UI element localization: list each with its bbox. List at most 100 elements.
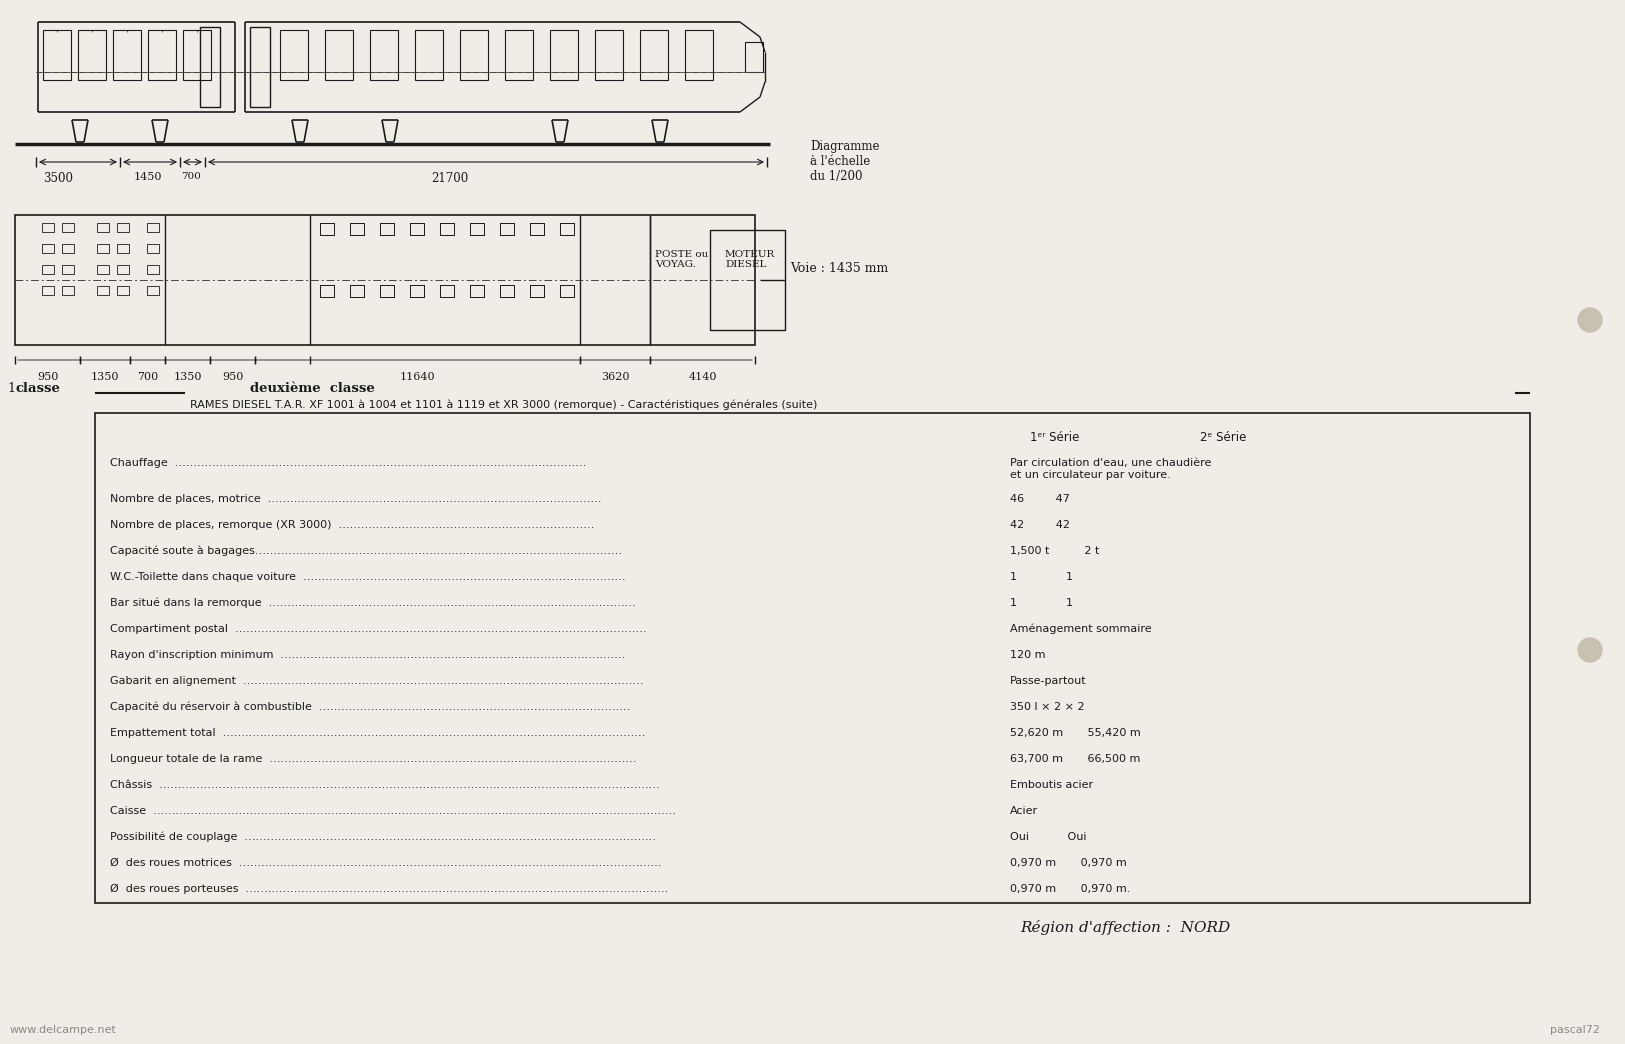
Bar [320,223,335,235]
Bar [410,223,424,235]
Bar [410,285,424,296]
Text: W.C.-Toilette dans chaque voiture  ……………………………………………………………………………: W.C.-Toilette dans chaque voiture ………………… [111,572,626,582]
Circle shape [1578,638,1602,662]
Text: 950: 950 [221,372,244,382]
Bar [380,223,393,235]
Text: Région d'affection :  NORD: Région d'affection : NORD [1020,920,1230,935]
Bar [320,285,335,296]
Text: 1: 1 [6,382,15,395]
Bar [530,285,544,296]
Text: 63,700 m       66,500 m: 63,700 m 66,500 m [1011,754,1141,764]
Bar [349,223,364,235]
Text: 1,500 t          2 t: 1,500 t 2 t [1011,546,1100,556]
Bar [561,223,574,235]
Bar [500,223,514,235]
Bar [500,285,514,296]
Bar [505,30,533,80]
Bar [78,30,106,80]
Bar [470,223,484,235]
Text: 1              1: 1 1 [1011,572,1072,582]
Text: Possibilité de couplage  …………………………………………………………………………………………………: Possibilité de couplage …………………………………………… [111,832,656,843]
Text: 0,970 m       0,970 m: 0,970 m 0,970 m [1011,858,1126,868]
Bar [349,285,364,296]
Bar [410,285,424,296]
Text: Emboutis acier: Emboutis acier [1011,780,1094,790]
Circle shape [1578,308,1602,332]
Text: 1ᵉʳ Série: 1ᵉʳ Série [1030,431,1079,444]
Text: 700: 700 [136,372,158,382]
Bar [561,223,574,235]
Bar [460,30,487,80]
Bar [148,30,176,80]
Bar [42,30,72,80]
Text: classe: classe [15,382,60,395]
Bar [549,30,578,80]
Bar [640,30,668,80]
Bar [410,223,424,235]
Bar [349,285,364,296]
Bar [98,223,109,232]
Text: 3500: 3500 [42,172,73,185]
Bar [410,285,424,296]
Bar [114,30,141,80]
Text: Par circulation d'eau, une chaudière
et un circulateur par voiture.: Par circulation d'eau, une chaudière et … [1011,458,1211,479]
Bar [117,286,128,295]
Bar [349,285,364,296]
Bar [470,285,484,296]
Text: deuxième  classe: deuxième classe [250,382,375,395]
Bar [146,223,159,232]
Bar [470,223,484,235]
Text: 2ᵉ Série: 2ᵉ Série [1199,431,1246,444]
Bar [561,285,574,296]
Text: 350 l × 2 × 2: 350 l × 2 × 2 [1011,702,1084,712]
Text: Nombre de places, remorque (XR 3000)  ……………………………………………………………: Nombre de places, remorque (XR 3000) ………… [111,520,595,530]
Text: 700: 700 [180,172,202,181]
Bar [500,223,514,235]
Text: Bar situé dans la remorque  ………………………………………………………………………………………: Bar situé dans la remorque …………………………………… [111,598,635,609]
Text: 42         42: 42 42 [1011,520,1069,530]
Bar [530,223,544,235]
Bar [440,223,453,235]
Text: Acier: Acier [1011,806,1038,816]
Text: Châssis  ………………………………………………………………………………………………………………………: Châssis ……………………………………………………………………………………… [111,780,660,790]
Text: 4140: 4140 [689,372,717,382]
Text: 1350: 1350 [174,372,202,382]
Text: 1450: 1450 [133,172,162,182]
Bar [320,285,335,296]
Bar [414,30,444,80]
Bar [530,285,544,296]
Bar [320,223,335,235]
Bar [500,285,514,296]
Text: 21700: 21700 [431,172,468,185]
Bar [530,223,544,235]
Bar [440,223,453,235]
Text: Capacité soute à bagages………………………………………………………………………………………: Capacité soute à bagages…………………………………………… [111,546,622,556]
Text: Aménagement sommaire: Aménagement sommaire [1011,624,1152,635]
Bar [686,30,713,80]
Bar [530,285,544,296]
Text: Compartiment postal  …………………………………………………………………………………………………: Compartiment postal ……………………………………………………… [111,624,647,634]
Text: Ø  des roues porteuses  ……………………………………………………………………………………………………: Ø des roues porteuses ………………………………………………… [111,884,668,895]
Text: Nombre de places, motrice  ………………………………………………………………………………: Nombre de places, motrice ……………………………………… [111,494,601,504]
Bar [98,286,109,295]
Text: MOTEUR
DIESEL: MOTEUR DIESEL [725,250,775,269]
Bar [325,30,353,80]
Bar [117,265,128,274]
Bar [470,223,484,235]
Bar [530,223,544,235]
Bar [440,285,453,296]
Bar [710,230,785,330]
Bar [500,285,514,296]
Bar [117,244,128,253]
Bar [62,223,75,232]
Text: Longueur totale de la rame  ………………………………………………………………………………………: Longueur totale de la rame …………………………………… [111,754,637,764]
Bar [117,223,128,232]
Text: Passe-partout: Passe-partout [1011,677,1087,686]
Text: Rayon d'inscription minimum  …………………………………………………………………………………: Rayon d'inscription minimum ………………………………… [111,650,626,660]
Bar [349,223,364,235]
Bar [380,285,393,296]
Bar [42,265,54,274]
Text: 1              1: 1 1 [1011,598,1072,608]
Text: 11640: 11640 [400,372,436,382]
Text: Empattement total  ……………………………………………………………………………………………………: Empattement total …………………………………………………………… [111,728,645,738]
